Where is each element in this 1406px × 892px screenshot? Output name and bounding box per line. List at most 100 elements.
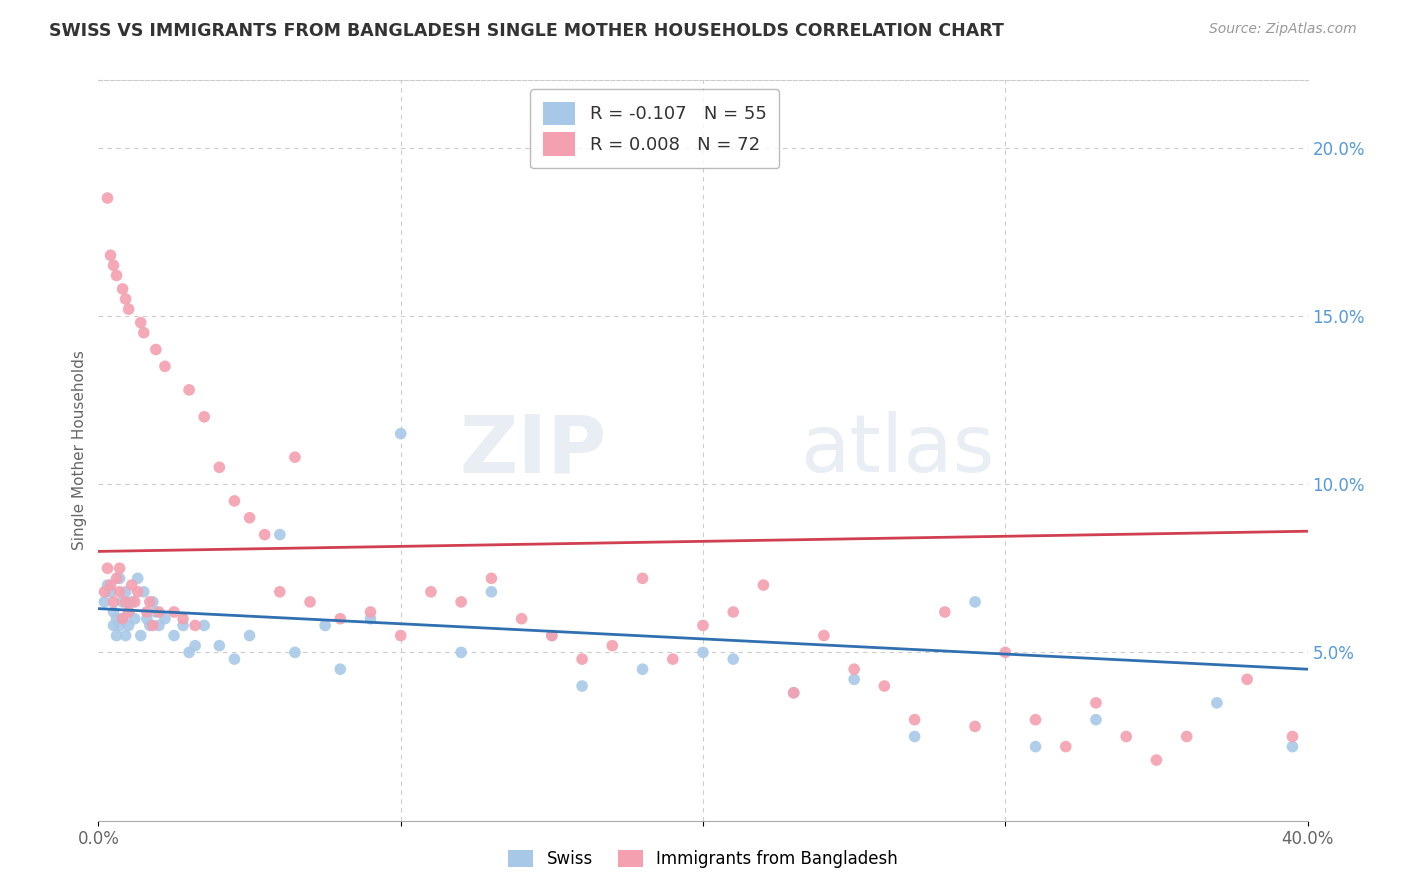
Point: [1144, 753, 1167, 767]
Point: [100, 578, 122, 592]
Text: atlas: atlas: [800, 411, 994, 490]
Point: [124, 612, 146, 626]
Point: [111, 595, 134, 609]
Point: [111, 612, 134, 626]
Legend: R = -0.107   N = 55, R = 0.008   N = 72: R = -0.107 N = 55, R = 0.008 N = 72: [530, 89, 779, 169]
Point: [692, 618, 714, 632]
Point: [360, 605, 382, 619]
Point: [114, 584, 136, 599]
Point: [153, 612, 176, 626]
Point: [108, 571, 131, 585]
Point: [450, 645, 472, 659]
Point: [329, 612, 352, 626]
Point: [118, 618, 141, 632]
Point: [132, 584, 155, 599]
Point: [540, 628, 562, 642]
Point: [118, 302, 141, 317]
Point: [752, 578, 775, 592]
Point: [172, 618, 194, 632]
Point: [179, 645, 201, 659]
Point: [269, 584, 291, 599]
Point: [139, 618, 162, 632]
Point: [1115, 730, 1137, 744]
Point: [129, 628, 152, 642]
Point: [93, 595, 115, 609]
Point: [100, 584, 122, 599]
Point: [153, 359, 176, 374]
Point: [96, 191, 118, 205]
Legend: Swiss, Immigrants from Bangladesh: Swiss, Immigrants from Bangladesh: [502, 843, 904, 875]
Point: [844, 673, 866, 687]
Point: [135, 605, 157, 619]
Point: [904, 730, 927, 744]
Point: [114, 628, 136, 642]
Point: [510, 612, 533, 626]
Point: [96, 578, 118, 592]
Point: [145, 605, 167, 619]
Point: [118, 605, 141, 619]
Point: [783, 686, 806, 700]
Point: [253, 527, 276, 541]
Point: [135, 612, 157, 626]
Point: [105, 571, 128, 585]
Point: [329, 662, 352, 676]
Point: [723, 652, 745, 666]
Point: [904, 713, 927, 727]
Point: [105, 628, 128, 642]
Point: [103, 595, 125, 609]
Point: [571, 679, 593, 693]
Point: [1024, 739, 1046, 754]
Point: [114, 292, 136, 306]
Point: [481, 571, 503, 585]
Point: [965, 595, 987, 609]
Point: [208, 639, 231, 653]
Point: [224, 494, 246, 508]
Text: Source: ZipAtlas.com: Source: ZipAtlas.com: [1209, 22, 1357, 37]
Point: [783, 686, 806, 700]
Point: [813, 628, 835, 642]
Point: [314, 618, 336, 632]
Point: [163, 628, 186, 642]
Point: [723, 605, 745, 619]
Point: [631, 662, 654, 676]
Point: [129, 316, 152, 330]
Point: [602, 639, 624, 653]
Text: SWISS VS IMMIGRANTS FROM BANGLADESH SINGLE MOTHER HOUSEHOLDS CORRELATION CHART: SWISS VS IMMIGRANTS FROM BANGLADESH SING…: [49, 22, 1004, 40]
Point: [1085, 713, 1108, 727]
Point: [148, 618, 170, 632]
Point: [1085, 696, 1108, 710]
Point: [224, 652, 246, 666]
Point: [105, 612, 128, 626]
Point: [193, 618, 215, 632]
Point: [184, 618, 207, 632]
Point: [481, 584, 503, 599]
Point: [121, 595, 143, 609]
Point: [661, 652, 683, 666]
Point: [111, 612, 134, 626]
Point: [540, 628, 562, 642]
Point: [1175, 730, 1198, 744]
Point: [100, 248, 122, 262]
Point: [631, 571, 654, 585]
Point: [420, 584, 443, 599]
Point: [103, 618, 125, 632]
Point: [142, 595, 165, 609]
Point: [284, 645, 307, 659]
Point: [172, 612, 194, 626]
Point: [148, 605, 170, 619]
Point: [1236, 673, 1258, 687]
Point: [692, 645, 714, 659]
Point: [124, 595, 146, 609]
Point: [127, 571, 149, 585]
Point: [1281, 739, 1303, 754]
Point: [450, 595, 472, 609]
Point: [299, 595, 322, 609]
Point: [269, 527, 291, 541]
Point: [118, 605, 141, 619]
Point: [1206, 696, 1229, 710]
Point: [142, 618, 165, 632]
Point: [145, 343, 167, 357]
Point: [193, 409, 215, 424]
Point: [389, 426, 412, 441]
Point: [239, 510, 262, 524]
